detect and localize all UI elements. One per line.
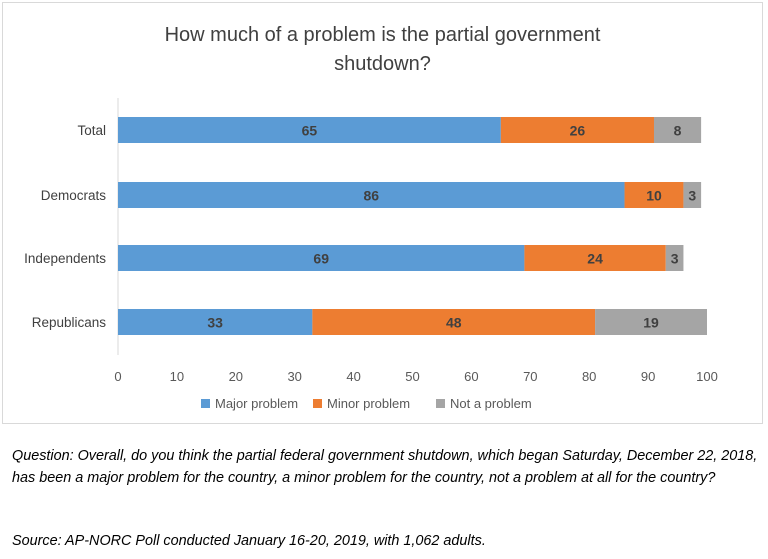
- data-label: 86: [363, 188, 379, 204]
- chart-title-line-1: How much of a problem is the partial gov…: [164, 24, 601, 46]
- data-label: 10: [646, 188, 662, 204]
- legend-label: Minor problem: [327, 396, 410, 411]
- chart-title-line-2: shutdown?: [334, 53, 431, 75]
- category-label: Total: [77, 123, 106, 138]
- legend-label: Major problem: [215, 396, 298, 411]
- data-label: 48: [446, 315, 462, 331]
- bar-segment: [312, 309, 596, 335]
- x-tick-label: 100: [696, 369, 718, 384]
- category-label: Democrats: [41, 188, 107, 203]
- x-tick-label: 60: [464, 369, 478, 384]
- bar-segment: [118, 245, 525, 271]
- data-label: 8: [674, 123, 682, 139]
- bar-segment: [118, 309, 313, 335]
- bar-segment: [665, 245, 684, 271]
- chart-title: How much of a problem is the partial gov…: [3, 21, 762, 79]
- bar-segment: [524, 245, 666, 271]
- x-tick-label: 0: [114, 369, 121, 384]
- bar-segment: [118, 182, 625, 208]
- data-label: 26: [570, 123, 586, 139]
- x-tick-label: 10: [170, 369, 184, 384]
- x-tick-label: 90: [641, 369, 655, 384]
- bar-segment: [653, 117, 702, 143]
- category-label: Republicans: [32, 315, 107, 330]
- bar-segment: [624, 182, 684, 208]
- data-label: 24: [587, 251, 603, 267]
- bar-chart: Total 65 26 8 Democrats 86 10 3 Independents 69 24…: [24, 98, 718, 411]
- x-tick-label: 30: [287, 369, 301, 384]
- chart-frame: How much of a problem is the partial gov…: [2, 2, 763, 424]
- data-label: 19: [643, 315, 659, 331]
- category-label: Independents: [24, 251, 106, 266]
- bar-segment: [118, 117, 501, 143]
- source-note: Source: AP-NORC Poll conducted January 1…: [12, 533, 486, 549]
- question-note: Question: Overall, do you think the part…: [12, 448, 758, 486]
- data-label: 3: [671, 251, 679, 267]
- legend-swatch: [313, 399, 322, 408]
- data-label: 69: [313, 251, 329, 267]
- x-tick-label: 20: [229, 369, 243, 384]
- legend-swatch: [436, 399, 445, 408]
- bar-segment: [595, 309, 707, 335]
- legend-swatch: [201, 399, 210, 408]
- data-label: 33: [207, 315, 223, 331]
- bar-segment: [683, 182, 702, 208]
- x-tick-label: 50: [405, 369, 419, 384]
- data-label: 3: [688, 188, 696, 204]
- x-tick-label: 70: [523, 369, 537, 384]
- legend-label: Not a problem: [450, 396, 532, 411]
- x-tick-label: 80: [582, 369, 596, 384]
- bar-segment: [500, 117, 654, 143]
- x-tick-label: 40: [346, 369, 360, 384]
- data-label: 65: [302, 123, 318, 139]
